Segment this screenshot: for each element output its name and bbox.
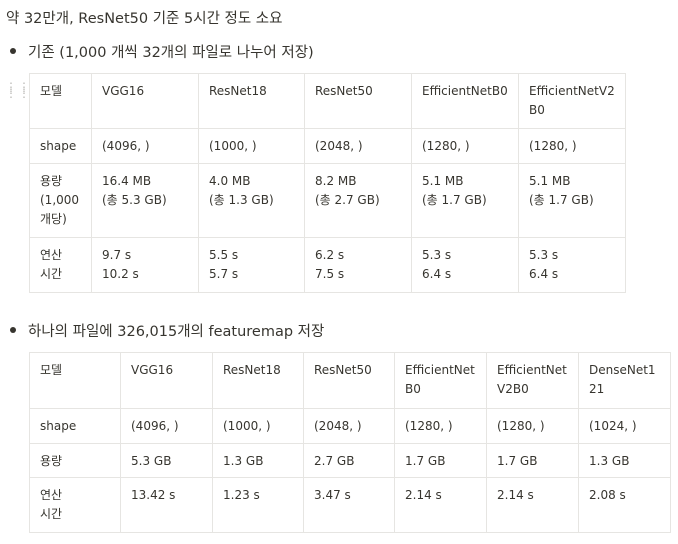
bullet-icon bbox=[10, 327, 16, 333]
table-row: 연산 시간 9.7 s 10.2 s 5.5 s 5.7 s 6.2 s 7.5… bbox=[29, 237, 626, 293]
table-row: shape (4096, ) (1000, ) (2048, ) (1280, … bbox=[29, 408, 671, 444]
table-cell: 5.3 s 6.4 s bbox=[518, 237, 626, 293]
table-cell: 2.14 s bbox=[486, 477, 579, 533]
table-cell: shape bbox=[29, 408, 121, 444]
table-cell: 2.14 s bbox=[394, 477, 487, 533]
table-cell: EfficientNetV2B0 bbox=[486, 352, 579, 409]
table-cell: (1000, ) bbox=[198, 128, 305, 164]
table-cell: 모델 bbox=[29, 352, 121, 409]
table-cell: EfficientNetB0 bbox=[411, 73, 519, 129]
table-cell: 2.7 GB bbox=[303, 443, 395, 478]
table-cell: EfficientNetV2B0 bbox=[518, 73, 626, 129]
table-row: 용량 (1,000 개당) 16.4 MB (총 5.3 GB) 4.0 MB … bbox=[29, 163, 626, 238]
table-cell: 1.23 s bbox=[212, 477, 304, 533]
table-cell: ResNet50 bbox=[304, 73, 412, 129]
drag-handle-icon[interactable]: ⋮⋮ ⋮⋮ bbox=[5, 80, 31, 100]
table-cell: (1024, ) bbox=[578, 408, 671, 444]
table-cell: 1.7 GB bbox=[486, 443, 579, 478]
table-cell: 4.0 MB (총 1.3 GB) bbox=[198, 163, 305, 238]
bullet-text: 기존 (1,000 개씩 32개의 파일로 나누어 저장) bbox=[28, 45, 314, 61]
table-cell: (4096, ) bbox=[91, 128, 199, 164]
bullet-item-single-file: 하나의 파일에 326,015개의 featuremap 저장 bbox=[10, 320, 324, 341]
table-cell: (4096, ) bbox=[120, 408, 213, 444]
table-cell: 6.2 s 7.5 s bbox=[304, 237, 412, 293]
table-cell: (1280, ) bbox=[518, 128, 626, 164]
table-cell: 8.2 MB (총 2.7 GB) bbox=[304, 163, 412, 238]
table-cell: (1280, ) bbox=[394, 408, 487, 444]
table-row: 용량 5.3 GB 1.3 GB 2.7 GB 1.7 GB 1.7 GB 1.… bbox=[29, 443, 671, 478]
table-cell: 용량 (1,000 개당) bbox=[29, 163, 92, 238]
table-cell: 5.1 MB (총 1.7 GB) bbox=[411, 163, 519, 238]
table-cell: 연산 시간 bbox=[29, 237, 92, 293]
table-cell: ResNet18 bbox=[198, 73, 305, 129]
table-cell: (2048, ) bbox=[303, 408, 395, 444]
table-row: 연산 시간 13.42 s 1.23 s 3.47 s 2.14 s 2.14 … bbox=[29, 477, 671, 533]
table-cell: (1280, ) bbox=[486, 408, 579, 444]
table-cell: 5.1 MB (총 1.7 GB) bbox=[518, 163, 626, 238]
bullet-item-existing: 기존 (1,000 개씩 32개의 파일로 나누어 저장) bbox=[10, 41, 314, 62]
table-cell: 9.7 s 10.2 s bbox=[91, 237, 199, 293]
table-cell: 1.3 GB bbox=[578, 443, 671, 478]
intro-text: 약 32만개, ResNet50 기준 5시간 정도 소요 bbox=[6, 11, 283, 27]
table-cell: 16.4 MB (총 5.3 GB) bbox=[91, 163, 199, 238]
table-cell: 2.08 s bbox=[578, 477, 671, 533]
table-cell: DenseNet121 bbox=[578, 352, 671, 409]
table-row: shape (4096, ) (1000, ) (2048, ) (1280, … bbox=[29, 128, 626, 164]
table-cell: 5.3 GB bbox=[120, 443, 213, 478]
table-cell: (2048, ) bbox=[304, 128, 412, 164]
table-header-row: 모델 VGG16 ResNet18 ResNet50 EfficientNetB… bbox=[29, 352, 671, 409]
bullet-text: 하나의 파일에 326,015개의 featuremap 저장 bbox=[28, 324, 325, 340]
table-cell: 모델 bbox=[29, 73, 92, 129]
table-cell: 1.3 GB bbox=[212, 443, 304, 478]
table-cell: 3.47 s bbox=[303, 477, 395, 533]
table-cell: VGG16 bbox=[91, 73, 199, 129]
table-cell: 용량 bbox=[29, 443, 121, 478]
table-cell: VGG16 bbox=[120, 352, 213, 409]
table-cell: 5.3 s 6.4 s bbox=[411, 237, 519, 293]
table-cell: 5.5 s 5.7 s bbox=[198, 237, 305, 293]
table-cell: EfficientNetB0 bbox=[394, 352, 487, 409]
table-cell: shape bbox=[29, 128, 92, 164]
table-cell: ResNet18 bbox=[212, 352, 304, 409]
table-cell: 연산 시간 bbox=[29, 477, 121, 533]
table-cell: (1000, ) bbox=[212, 408, 304, 444]
bullet-icon bbox=[10, 48, 16, 54]
table-cell: 1.7 GB bbox=[394, 443, 487, 478]
table-cell: 13.42 s bbox=[120, 477, 213, 533]
table-single-file: 모델 VGG16 ResNet18 ResNet50 EfficientNetB… bbox=[29, 352, 671, 533]
table-existing: 모델 VGG16 ResNet18 ResNet50 EfficientNetB… bbox=[29, 73, 626, 293]
table-cell: (1280, ) bbox=[411, 128, 519, 164]
table-header-row: 모델 VGG16 ResNet18 ResNet50 EfficientNetB… bbox=[29, 73, 626, 129]
table-cell: ResNet50 bbox=[303, 352, 395, 409]
